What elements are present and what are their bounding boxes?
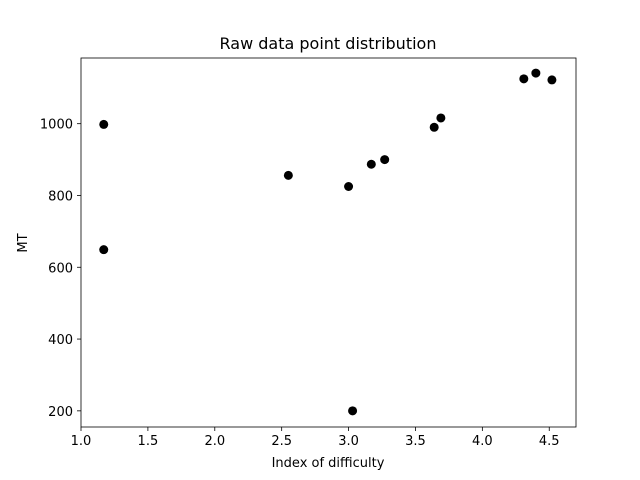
x-tick-label: 3.0 xyxy=(338,434,359,449)
chart-title: Raw data point distribution xyxy=(220,34,437,53)
data-point xyxy=(348,406,358,416)
x-tick-label: 2.0 xyxy=(204,434,225,449)
plot-frame xyxy=(80,57,577,428)
data-point xyxy=(547,75,557,85)
data-point xyxy=(519,74,529,84)
x-tick-label: 4.5 xyxy=(539,434,560,449)
x-tick-label: 4.0 xyxy=(472,434,493,449)
y-tick-label: 400 xyxy=(48,333,73,348)
data-point xyxy=(99,119,109,129)
y-tick-label: 800 xyxy=(48,189,73,204)
y-tick-label: 200 xyxy=(48,405,73,420)
plot-area: 1.0 1.5 2.0 2.5 3.0 3.5 4.0 4.5 200 400 600 800 1000 xyxy=(40,57,577,449)
data-point xyxy=(531,68,541,78)
y-tick-label: 1000 xyxy=(40,118,73,133)
data-point xyxy=(436,113,446,123)
data-point xyxy=(380,155,390,165)
x-tick-label: 1.5 xyxy=(138,434,159,449)
x-axis-label: Index of difficulty xyxy=(272,456,385,471)
y-axis-label: MT xyxy=(16,233,31,252)
x-tick-label: 2.5 xyxy=(271,434,292,449)
data-point xyxy=(366,159,376,169)
data-point xyxy=(429,122,439,132)
data-point xyxy=(99,245,109,255)
data-point xyxy=(344,182,354,192)
data-point xyxy=(283,170,293,180)
x-tick-label: 1.0 xyxy=(71,434,92,449)
y-tick-label: 600 xyxy=(48,261,73,276)
x-tick-label: 3.5 xyxy=(405,434,426,449)
